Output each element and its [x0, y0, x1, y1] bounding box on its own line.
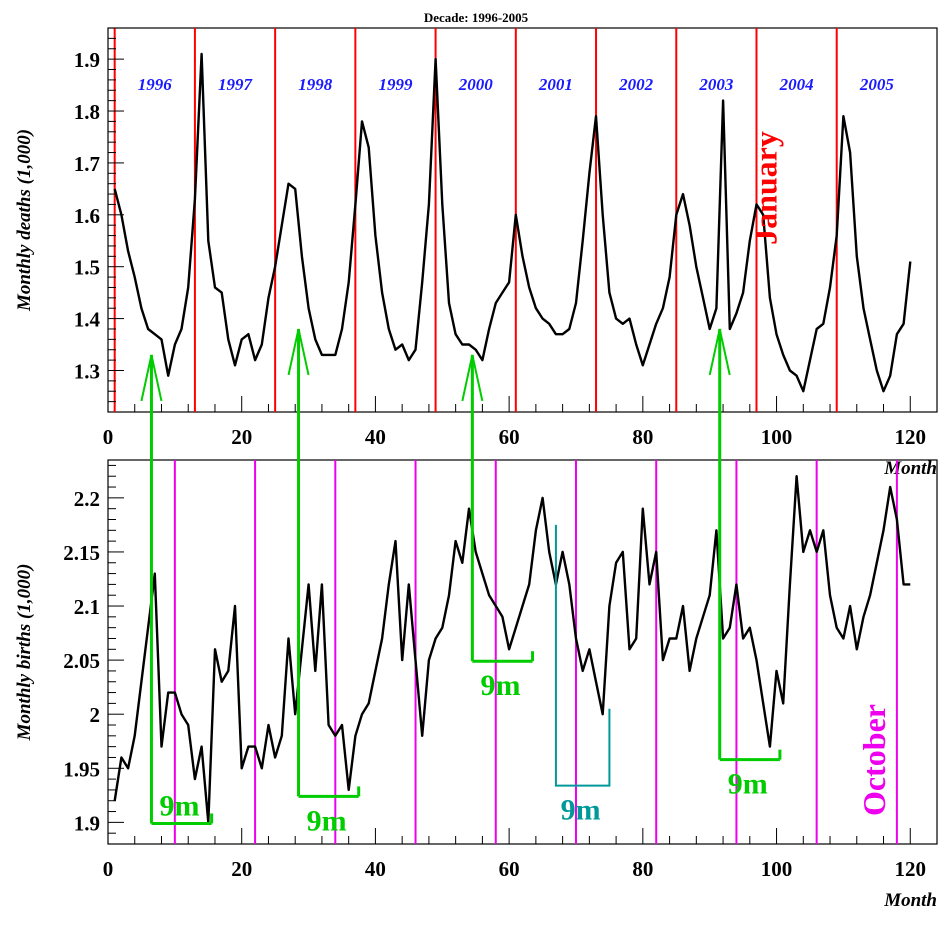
nine-month-bracket-1: 9m — [287, 328, 361, 837]
marker-label: October — [856, 704, 892, 816]
year-label: 2002 — [618, 75, 654, 94]
year-label: 2001 — [538, 75, 573, 94]
year-label: 1999 — [378, 75, 413, 94]
x-axis-label: Month — [883, 458, 937, 479]
marker-label: January — [747, 131, 783, 245]
nine-month-label: 9m — [728, 768, 768, 801]
y-axis-label: Monthly deaths (1,000) — [14, 129, 35, 312]
y-tick-label: 2.2 — [74, 487, 100, 511]
arrow-head-right — [718, 328, 731, 376]
nine-month-bracket-3: 9m — [554, 524, 611, 827]
arrow-head-right — [150, 354, 163, 402]
year-label: 1996 — [138, 75, 173, 94]
y-tick-label: 2.1 — [74, 595, 100, 619]
year-label: 2000 — [458, 75, 494, 94]
x-tick-label: 0 — [103, 857, 114, 881]
x-tick-label: 20 — [231, 425, 252, 449]
plot-frame — [107, 27, 938, 413]
nine-month-label: 9m — [307, 804, 347, 837]
plot-frame — [107, 459, 938, 845]
nine-month-label: 9m — [561, 794, 601, 827]
x-tick-label: 80 — [632, 857, 653, 881]
year-label: 2004 — [779, 75, 814, 94]
x-tick-label: 0 — [103, 425, 114, 449]
x-tick-label: 40 — [365, 425, 386, 449]
x-tick-label: 120 — [895, 857, 927, 881]
bracket-path — [554, 524, 611, 787]
nine-month-bracket-0: 9m — [140, 354, 214, 825]
y-tick-label: 1.9 — [74, 811, 100, 835]
arrow-head-right — [471, 354, 484, 402]
nine-month-label: 9m — [160, 789, 200, 822]
x-tick-label: 100 — [761, 857, 793, 881]
births-panel: 1.9 1.95 2 2.05 2.1 2.15 2.2 0 20 40 60 80 100 120 Mon… — [14, 459, 938, 911]
annotations-layer: 9m 9m 9m 9m 9m — [140, 328, 782, 837]
arrow-head-right — [297, 328, 310, 376]
x-tick-label: 120 — [895, 425, 927, 449]
y-tick-label: 2.05 — [63, 649, 100, 673]
arrow-head-left — [708, 328, 721, 376]
y-tick-label: 2 — [90, 703, 101, 727]
chart-title: Decade: 1996-2005 — [424, 10, 529, 25]
nine-month-bracket-4: 9m — [708, 328, 782, 801]
nine-month-bracket-2: 9m — [461, 354, 535, 702]
y-tick-label: 1.6 — [74, 204, 100, 228]
x-tick-label: 40 — [365, 857, 386, 881]
x-tick-label: 60 — [499, 425, 520, 449]
year-label: 2003 — [698, 75, 734, 94]
year-label: 1997 — [218, 75, 254, 94]
data-series-line — [113, 475, 911, 824]
deaths-panel: 1.3 1.4 1.5 1.6 1.7 1.8 1.9 0 20 40 60 80 100 120 Mont… — [14, 27, 938, 479]
x-tick-label: 100 — [761, 425, 793, 449]
y-tick-label: 1.95 — [63, 757, 100, 781]
x-axis-label: Month — [883, 890, 937, 911]
year-label: 2005 — [859, 75, 895, 94]
y-tick-label: 1.5 — [74, 256, 100, 280]
arrow-head-left — [140, 354, 153, 402]
y-tick-label: 1.7 — [74, 152, 100, 176]
y-axis-label: Monthly births (1,000) — [14, 564, 35, 742]
arrow-head-left — [461, 354, 474, 402]
nine-month-label: 9m — [480, 669, 520, 702]
y-tick-label: 1.9 — [74, 48, 100, 72]
y-tick-label: 1.4 — [74, 308, 101, 332]
year-label: 1998 — [298, 75, 333, 94]
x-tick-label: 60 — [499, 857, 520, 881]
x-tick-label: 20 — [231, 857, 252, 881]
y-tick-label: 2.15 — [63, 541, 100, 565]
data-series-line — [113, 52, 912, 393]
y-tick-label: 1.3 — [74, 359, 100, 383]
x-tick-label: 80 — [632, 425, 653, 449]
arrow-head-left — [287, 328, 300, 376]
y-tick-label: 1.8 — [74, 100, 100, 124]
